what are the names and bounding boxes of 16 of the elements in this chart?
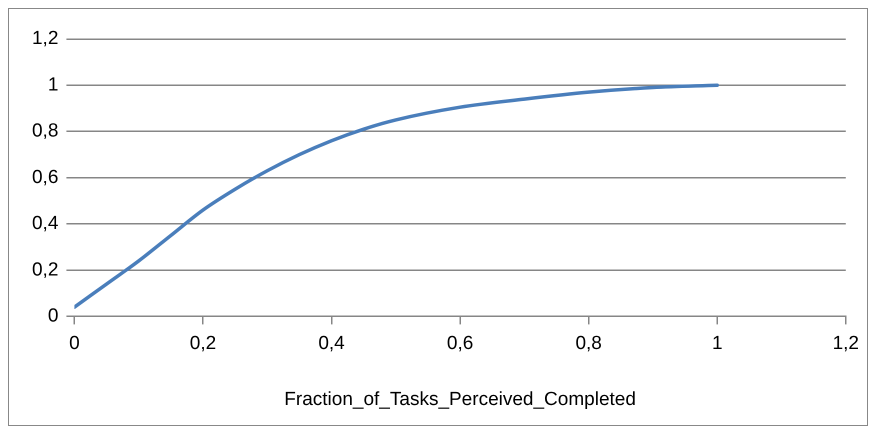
x-tick-label: 0,4 <box>318 333 346 354</box>
x-axis-title: Fraction_of_Tasks_Perceived_Completed <box>284 388 636 410</box>
line-series <box>74 83 719 309</box>
x-tick-label: 0,6 <box>446 333 474 354</box>
x-tick-label: 0,8 <box>575 333 602 354</box>
x-tick-label: 0 <box>69 333 80 354</box>
x-tick-label: 1 <box>712 333 723 354</box>
x-tick-label: 1,2 <box>832 333 860 354</box>
y-tick-label: 0,6 <box>32 166 58 188</box>
y-tick-label: 0,4 <box>32 213 59 234</box>
x-tick-label: 0,2 <box>190 333 216 354</box>
y-tick-label: 0 <box>48 306 58 327</box>
y-tick-label: 0,2 <box>32 259 58 280</box>
y-tick-label: 0,8 <box>32 120 58 142</box>
y-tick-label: 1 <box>48 74 58 96</box>
y-tick-label: 1,2 <box>32 28 58 50</box>
